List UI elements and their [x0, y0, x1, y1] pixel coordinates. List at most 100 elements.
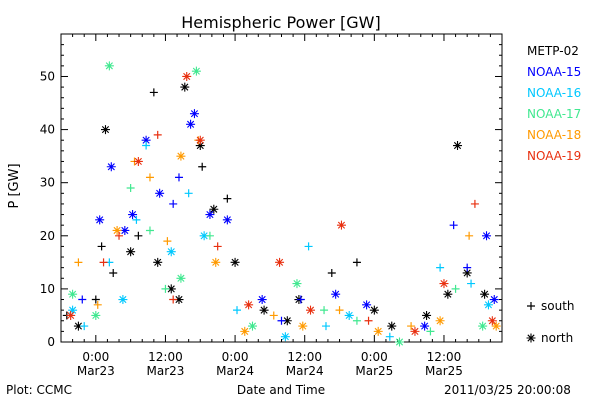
north-data-point — [394, 337, 404, 347]
y-tick-label: 10 — [40, 282, 55, 296]
north-data-point — [462, 268, 472, 278]
legend-label: NOAA-19 — [527, 149, 581, 163]
y-tick-label: 50 — [40, 69, 55, 83]
plus-stroke — [467, 279, 476, 288]
star-stroke — [373, 326, 383, 336]
north-data-point — [91, 310, 101, 320]
north-data-point — [491, 321, 501, 331]
north-data-point — [166, 284, 176, 294]
series-noaa-16 — [68, 141, 493, 342]
star-stroke — [487, 316, 497, 326]
north-data-point — [189, 109, 199, 119]
legend-label: METP-02 — [527, 44, 579, 58]
star-stroke — [195, 141, 205, 151]
star-stroke — [394, 337, 404, 347]
star-stroke — [209, 204, 219, 214]
star-stroke — [362, 300, 372, 310]
south-data-point — [320, 306, 329, 315]
plus-stroke — [142, 141, 151, 150]
plus-stroke — [115, 231, 124, 240]
south-data-point — [352, 316, 361, 325]
north-data-point — [478, 321, 488, 331]
star-stroke — [439, 279, 449, 289]
north-data-point — [68, 305, 78, 315]
north-data-point — [410, 326, 420, 336]
star-stroke — [100, 125, 110, 135]
plus-stroke — [364, 316, 373, 325]
star-stroke — [280, 332, 290, 342]
plus-stroke — [385, 332, 394, 341]
star-stroke — [482, 231, 492, 241]
plus-stroke — [233, 306, 242, 315]
south-data-point — [109, 268, 118, 277]
north-data-point — [453, 141, 463, 151]
star-stroke — [480, 289, 490, 299]
north-data-point — [420, 321, 430, 331]
y-tick-label: 0 — [47, 335, 55, 349]
south-data-point — [80, 322, 89, 331]
south-data-point — [174, 173, 183, 182]
x-tick-time-label: 12:00 — [287, 350, 322, 364]
north-data-point — [487, 316, 497, 326]
series-noaa-19 — [66, 71, 497, 336]
y-tick-label: 30 — [40, 176, 55, 190]
star-stroke — [344, 310, 354, 320]
star-stroke — [186, 119, 196, 129]
south-data-point — [91, 295, 100, 304]
north-data-point — [275, 257, 285, 267]
south-data-point — [115, 231, 124, 240]
x-tick-date-label: Mar25 — [425, 364, 463, 378]
south-data-point — [327, 268, 336, 277]
south-data-point — [364, 316, 373, 325]
north-data-point — [259, 305, 269, 315]
axes: 010203040500:00Mar2312:00Mar230:00Mar241… — [40, 33, 503, 378]
south-data-point — [184, 189, 193, 198]
plus-stroke — [145, 173, 154, 182]
north-data-point — [489, 295, 499, 305]
north-data-point — [247, 321, 257, 331]
star-stroke — [141, 135, 151, 145]
plus-stroke — [449, 221, 458, 230]
south-data-point — [145, 173, 154, 182]
star-stroke — [298, 321, 308, 331]
star-stroke — [73, 321, 83, 331]
star-stroke — [420, 321, 430, 331]
star-stroke — [118, 295, 128, 305]
plus-stroke — [327, 268, 336, 277]
plus-stroke — [335, 306, 344, 315]
north-data-point — [282, 316, 292, 326]
north-data-point — [422, 310, 432, 320]
x-tick-date-label: Mar23 — [77, 364, 115, 378]
south-data-point — [78, 295, 87, 304]
north-data-point — [369, 305, 379, 315]
south-data-point — [465, 231, 474, 240]
north-data-point — [240, 326, 250, 336]
x-tick-time-label: 12:00 — [427, 350, 462, 364]
north-data-point — [443, 289, 453, 299]
north-data-point — [195, 135, 205, 145]
star-stroke — [68, 305, 78, 315]
star-stroke — [483, 300, 493, 310]
x-tick-time-label: 0:00 — [361, 350, 388, 364]
north-data-point — [95, 215, 105, 225]
series-noaa-17 — [68, 61, 488, 347]
plus-stroke — [213, 242, 222, 251]
north-data-point — [211, 257, 221, 267]
south-data-point — [277, 316, 286, 325]
south-data-point — [233, 306, 242, 315]
plus-stroke — [74, 258, 83, 267]
x-axis-label: Date and Time — [237, 383, 325, 397]
plot-credit: Plot: CCMC — [6, 383, 72, 397]
legend-marker-label: north — [541, 331, 573, 345]
north-data-point — [257, 295, 267, 305]
plus-stroke — [109, 268, 118, 277]
south-data-point — [169, 199, 178, 208]
north-data-point — [306, 305, 316, 315]
south-data-point — [407, 322, 416, 331]
x-tick-date-label: Mar23 — [146, 364, 184, 378]
south-data-point — [213, 242, 222, 251]
plus-stroke — [97, 242, 106, 251]
star-stroke — [120, 225, 130, 235]
star-stroke — [292, 279, 302, 289]
